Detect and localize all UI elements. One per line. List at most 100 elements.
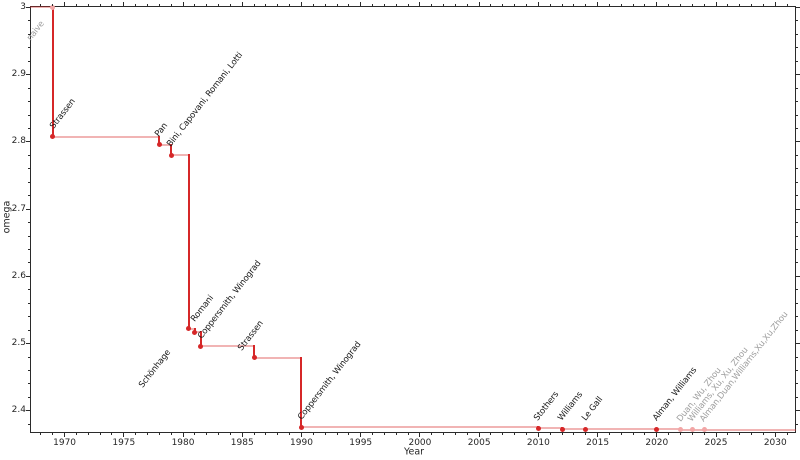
tick-mark: [573, 433, 575, 435]
tick-mark: [478, 433, 480, 437]
tick-mark: [300, 433, 302, 437]
tick-mark: [796, 329, 798, 331]
tick-mark: [75, 4, 77, 6]
tick-mark: [407, 4, 409, 6]
tick-mark: [644, 4, 646, 6]
y-tick-label: 2.4: [11, 405, 26, 416]
tick-mark: [443, 4, 445, 6]
tick-mark: [300, 2, 302, 6]
tick-mark: [218, 433, 220, 435]
tick-mark: [796, 74, 800, 76]
tick-mark: [656, 2, 658, 6]
data-point: [559, 426, 565, 432]
tick-mark: [620, 4, 622, 6]
tick-mark: [454, 4, 456, 6]
tick-mark: [383, 433, 385, 435]
tick-mark: [289, 433, 291, 435]
tick-mark: [549, 4, 551, 6]
tick-mark: [796, 369, 798, 371]
tick-mark: [348, 4, 350, 6]
tick-mark: [111, 433, 113, 435]
data-point: [198, 343, 204, 349]
tick-mark: [194, 433, 196, 435]
plot-area: [30, 6, 796, 433]
series-segment-horizontal: [171, 154, 189, 157]
tick-mark: [514, 433, 516, 435]
tick-mark: [526, 4, 528, 6]
tick-mark: [28, 396, 30, 398]
data-point: [186, 326, 192, 332]
tick-mark: [372, 433, 374, 435]
tick-mark: [75, 433, 77, 435]
tick-mark: [703, 433, 705, 435]
tick-mark: [739, 4, 741, 6]
tick-mark: [28, 302, 30, 304]
series-segment-horizontal: [585, 428, 657, 431]
tick-mark: [537, 2, 539, 6]
tick-mark: [383, 4, 385, 6]
tick-mark: [395, 4, 397, 6]
tick-mark: [632, 433, 634, 435]
tick-mark: [502, 433, 504, 435]
y-tick-label: 2.8: [11, 136, 26, 147]
tick-mark: [668, 4, 670, 6]
x-axis-label: Year: [403, 446, 425, 458]
tick-mark: [796, 87, 798, 89]
tick-mark: [28, 33, 30, 35]
series-segment-horizontal: [704, 428, 796, 431]
series-segment-horizontal: [656, 428, 681, 431]
data-point: [192, 329, 198, 335]
tick-mark: [796, 410, 800, 412]
tick-mark: [135, 4, 137, 6]
tick-mark: [796, 127, 798, 129]
series-segment-horizontal: [30, 6, 53, 9]
tick-mark: [28, 423, 30, 425]
tick-mark: [28, 369, 30, 371]
tick-mark: [796, 20, 798, 22]
data-point: [678, 427, 683, 433]
tick-mark: [796, 114, 798, 116]
tick-mark: [28, 222, 30, 224]
tick-mark: [28, 316, 30, 318]
tick-mark: [796, 141, 800, 143]
tick-mark: [40, 433, 42, 435]
tick-mark: [26, 275, 30, 277]
tick-mark: [443, 433, 445, 435]
tick-mark: [796, 154, 798, 156]
x-tick-label: 1995: [349, 438, 373, 448]
tick-mark: [796, 302, 798, 304]
tick-mark: [632, 4, 634, 6]
series-segment-horizontal: [538, 427, 563, 430]
tick-mark: [597, 433, 599, 437]
y-tick-label: 3: [20, 1, 26, 12]
tick-mark: [656, 433, 658, 437]
tick-mark: [739, 433, 741, 435]
tick-mark: [28, 168, 30, 170]
tick-mark: [206, 433, 208, 435]
tick-mark: [28, 262, 30, 264]
tick-mark: [668, 433, 670, 435]
tick-mark: [573, 4, 575, 6]
series-segment-vertical: [199, 331, 202, 348]
tick-mark: [170, 4, 172, 6]
tick-mark: [796, 101, 798, 103]
tick-mark: [229, 433, 231, 435]
tick-mark: [585, 433, 587, 435]
tick-mark: [28, 248, 30, 250]
y-axis-label: omega: [1, 200, 13, 234]
tick-mark: [796, 6, 800, 8]
tick-mark: [241, 433, 243, 437]
tick-mark: [229, 4, 231, 6]
tick-mark: [796, 195, 798, 197]
tick-mark: [265, 4, 267, 6]
tick-mark: [796, 208, 800, 210]
tick-mark: [28, 235, 30, 237]
tick-mark: [796, 289, 798, 291]
x-tick-label: 2000: [408, 438, 432, 448]
x-tick-label: 1975: [112, 438, 136, 448]
tick-mark: [796, 396, 798, 398]
tick-mark: [537, 433, 539, 437]
tick-mark: [620, 433, 622, 435]
tick-mark: [123, 433, 125, 437]
